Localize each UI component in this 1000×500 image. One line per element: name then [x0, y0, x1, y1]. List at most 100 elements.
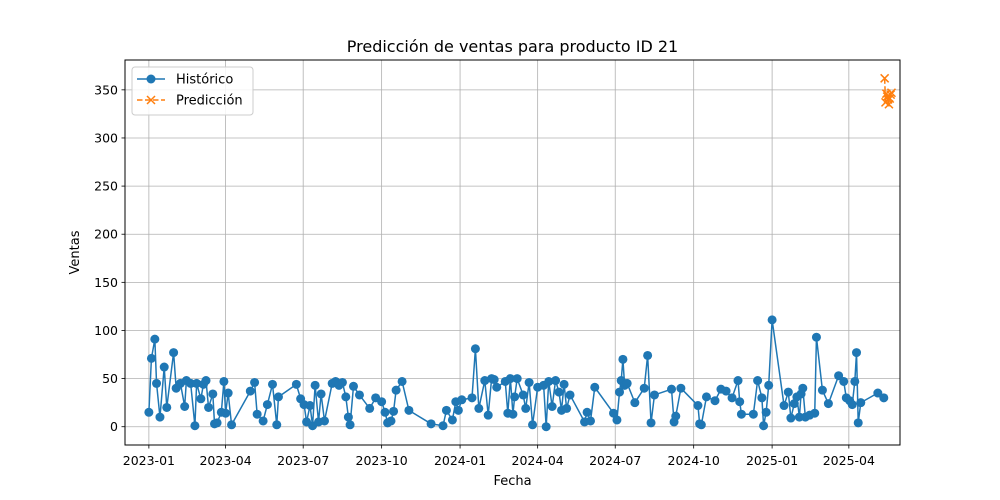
data-point-historico [839, 376, 849, 386]
data-point-prediccion [886, 88, 897, 98]
data-point-historico [190, 421, 200, 431]
data-point-historico [291, 379, 301, 389]
data-point-historico [480, 376, 490, 386]
data-point-historico [761, 407, 771, 417]
data-point-historico [508, 409, 518, 419]
data-point-historico [219, 376, 229, 386]
data-point-historico [404, 405, 414, 415]
data-point-historico [643, 350, 653, 360]
data-point-historico [273, 392, 283, 402]
data-point-historico [554, 387, 564, 397]
data-point-historico [735, 397, 745, 407]
data-point-historico [798, 383, 808, 393]
chart-title: Predicción de ventas para producto ID 21 [347, 37, 678, 56]
data-point-historico [852, 348, 862, 358]
data-point-historico [618, 354, 628, 364]
data-point-historico [380, 407, 390, 417]
data-point-historico [354, 390, 364, 400]
data-point-historico [646, 418, 656, 428]
data-point-historico [551, 376, 561, 386]
data-point-historico [483, 410, 493, 420]
data-point-historico [727, 393, 737, 403]
data-point-historico [630, 398, 640, 408]
data-point-historico [441, 405, 451, 415]
data-point-historico [757, 393, 767, 403]
data-point-historico [676, 383, 686, 393]
data-point-historico [252, 409, 262, 419]
data-point-historico [693, 401, 703, 411]
data-point-historico [671, 411, 681, 421]
data-point-historico [492, 382, 502, 392]
data-point-historico [748, 409, 758, 419]
data-point-historico [505, 374, 515, 384]
data-point-historico [779, 401, 789, 411]
data-point-historico [710, 396, 720, 406]
data-point-historico [586, 416, 596, 426]
data-point-historico [817, 385, 827, 395]
data-point-historico [180, 402, 190, 411]
x-tick-label: 2025-01 [746, 453, 798, 468]
data-point-historico [811, 332, 821, 342]
data-point-historico [345, 420, 355, 430]
grid [125, 60, 900, 445]
data-point-historico [196, 394, 206, 404]
data-point-prediccion [880, 73, 890, 83]
data-point-historico [510, 392, 520, 402]
data-point-historico [250, 377, 260, 387]
data-point-historico [847, 400, 857, 410]
x-tick-label: 2024-01 [434, 453, 486, 468]
data-point-historico [528, 420, 538, 430]
data-point-historico [262, 400, 272, 410]
y-tick-label: 200 [94, 227, 118, 242]
data-point-historico [474, 403, 484, 413]
data-point-historico [696, 420, 706, 430]
data-point-historico [457, 395, 467, 405]
data-point-historico [169, 348, 179, 358]
data-point-historico [320, 416, 330, 426]
data-point-historico [547, 402, 557, 411]
data-point-historico [391, 385, 401, 395]
data-point-historico [512, 374, 522, 384]
data-point-historico [144, 407, 154, 417]
x-axis: 2023-01 2023-04 2023-07 2023-10 2024-01 2024-… [123, 445, 875, 468]
legend-label-historico: Histórico [176, 73, 233, 88]
data-point-historico [639, 383, 649, 393]
data-point-historico [701, 392, 711, 402]
data-point-historico [155, 412, 165, 422]
data-point-historico [159, 362, 169, 372]
data-point-historico [609, 408, 619, 418]
legend-marker-prediccion [146, 95, 156, 105]
x-tick-label: 2023-04 [199, 453, 251, 468]
data-point-historico [850, 376, 860, 386]
data-point-historico [834, 371, 844, 381]
data-point-historico [316, 389, 326, 399]
plot-frame [124, 59, 901, 446]
y-tick-label: 300 [94, 130, 118, 145]
data-point-historico [565, 390, 575, 400]
y-tick-label: 250 [94, 179, 118, 194]
y-tick-label: 0 [110, 419, 118, 434]
data-point-historico [258, 416, 268, 426]
data-point-historico [753, 376, 763, 386]
x-tick-label: 2023-10 [356, 453, 408, 468]
data-point-historico [736, 409, 746, 419]
data-point-historico [582, 407, 592, 417]
data-point-historico [201, 376, 211, 386]
data-point-historico [204, 402, 214, 412]
data-point-historico [341, 392, 351, 402]
y-axis-label: Ventas [68, 230, 83, 274]
data-point-historico [721, 386, 731, 396]
x-tick-label: 2024-07 [589, 453, 641, 468]
data-point-historico [267, 379, 277, 389]
data-point-historico [365, 403, 375, 413]
data-point-historico [221, 408, 231, 418]
data-point-historico [783, 387, 793, 397]
data-point-historico [146, 353, 156, 363]
plot-area [144, 73, 897, 432]
y-tick-label: 150 [94, 275, 118, 290]
data-point-historico [337, 377, 347, 387]
data-point-historico [343, 412, 353, 422]
data-point-historico [305, 401, 315, 411]
x-tick-label: 2023-07 [277, 453, 329, 468]
data-point-historico [667, 384, 677, 394]
